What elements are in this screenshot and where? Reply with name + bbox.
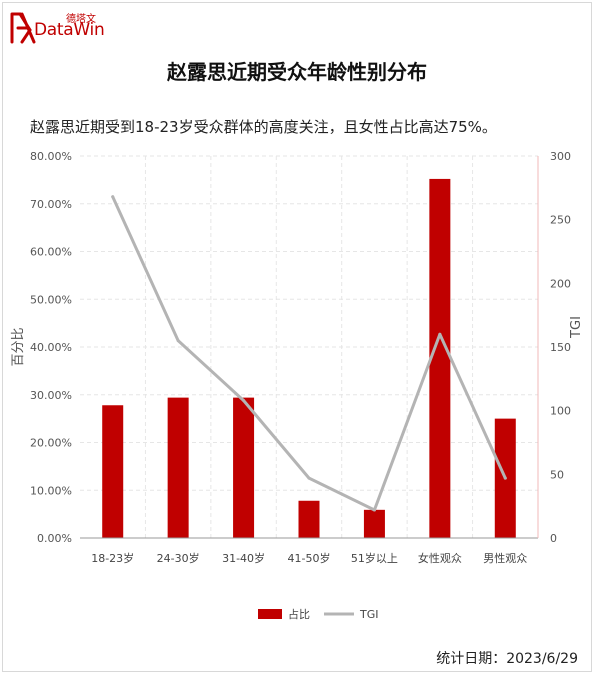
x-tick-label: 女性观众 bbox=[418, 551, 462, 565]
logo-english-text: DataWin bbox=[34, 20, 105, 40]
y2-axis-title: TGI bbox=[569, 316, 584, 339]
bar bbox=[298, 500, 320, 538]
y2-tick-label: 150 bbox=[550, 341, 571, 354]
bar bbox=[363, 509, 385, 538]
y-tick-label: 20.00% bbox=[30, 437, 72, 450]
y2-tick-label: 0 bbox=[550, 532, 557, 545]
y-tick-label: 0.00% bbox=[37, 532, 72, 545]
y-tick-label: 50.00% bbox=[30, 293, 72, 306]
axes: 0.00% 10.00% 20.00% 30.00% 40.00% 50.00% 60.00… bbox=[11, 150, 584, 565]
bar bbox=[429, 178, 451, 539]
legend-bar-swatch bbox=[258, 609, 282, 619]
tgi-point bbox=[242, 398, 246, 402]
datawin-logo-mark bbox=[10, 12, 36, 44]
bar bbox=[167, 397, 189, 538]
chart-subtitle: 赵露思近期受到18-23岁受众群体的高度关注，且女性占比高达75%。 bbox=[30, 118, 497, 136]
legend-bar-label: 占比 bbox=[288, 607, 310, 621]
y2-tick-label: 250 bbox=[550, 214, 571, 227]
y-axis-title: 百分比 bbox=[11, 327, 26, 366]
y-tick-label: 40.00% bbox=[30, 341, 72, 354]
y-tick-label: 30.00% bbox=[30, 389, 72, 402]
tgi-point bbox=[111, 195, 115, 199]
y2-tick-label: 300 bbox=[550, 150, 571, 163]
bar bbox=[102, 405, 124, 538]
x-tick-label: 24-30岁 bbox=[157, 551, 200, 565]
tgi-point bbox=[307, 476, 311, 480]
y2-tick-label: 100 bbox=[550, 405, 571, 418]
bar bbox=[233, 397, 255, 538]
x-tick-label: 51岁以上 bbox=[351, 551, 398, 565]
chart-title: 赵露思近期受众年龄性别分布 bbox=[167, 60, 427, 84]
x-tick-label: 41-50岁 bbox=[288, 551, 331, 565]
tgi-point bbox=[503, 476, 507, 480]
legend-line-label: TGI bbox=[359, 608, 379, 621]
tgi-point bbox=[372, 508, 376, 512]
stat-date: 统计日期：2023/6/29 bbox=[436, 651, 578, 667]
tgi-point bbox=[176, 339, 180, 343]
tgi-point bbox=[438, 332, 442, 336]
y-tick-label: 80.00% bbox=[30, 150, 72, 163]
grid-lines bbox=[80, 155, 538, 538]
y-tick-label: 60.00% bbox=[30, 246, 72, 259]
bar-series bbox=[102, 178, 516, 539]
logo-chinese-text: 德塔文 bbox=[66, 14, 96, 25]
x-tick-label: 男性观众 bbox=[483, 551, 527, 565]
datawin-logo bbox=[10, 12, 36, 44]
y2-tick-label: 50 bbox=[550, 468, 564, 481]
x-tick-label: 31-40岁 bbox=[222, 551, 265, 565]
legend: 占比 TGI bbox=[258, 607, 379, 621]
tgi-line-series bbox=[111, 195, 507, 512]
y-tick-label: 10.00% bbox=[30, 484, 72, 497]
y2-tick-label: 200 bbox=[550, 277, 571, 290]
x-tick-label: 18-23岁 bbox=[91, 551, 134, 565]
y-tick-label: 70.00% bbox=[30, 198, 72, 211]
